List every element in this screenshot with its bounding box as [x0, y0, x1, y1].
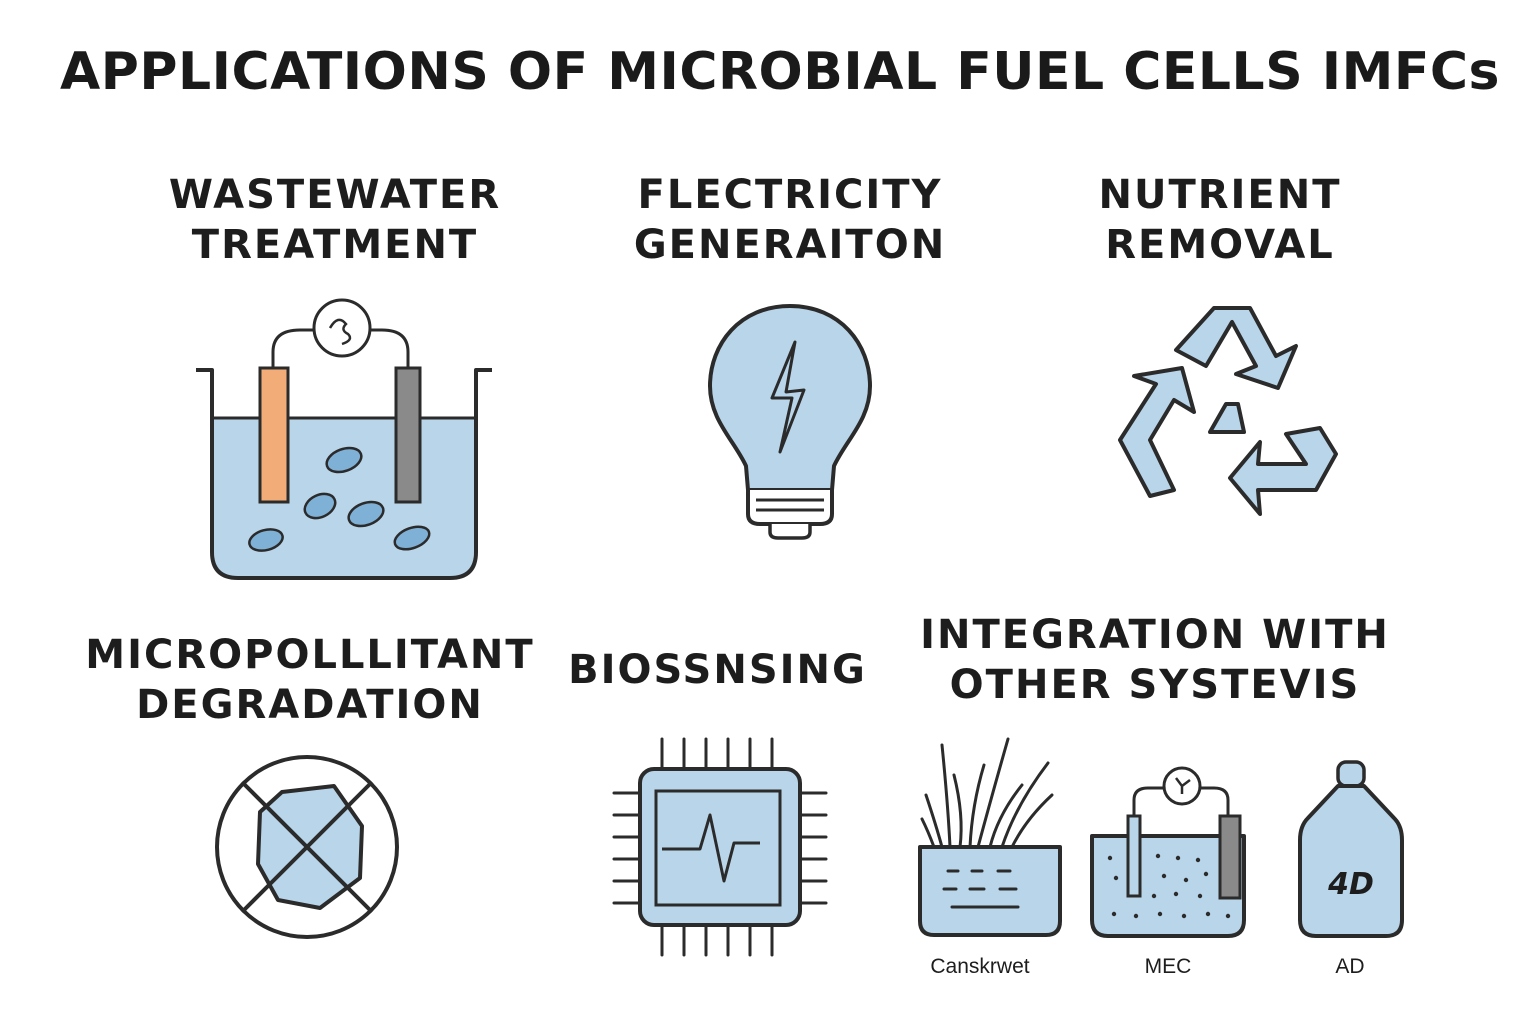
heading-line-2: OTHER SYSTEVIS: [949, 662, 1361, 708]
ad-digester-icon: 4D: [1298, 760, 1404, 940]
fuel-cell-tank-icon: [190, 290, 510, 590]
heading-line-2: GENERAITON: [633, 222, 947, 268]
heading-line-2: REMOVAL: [1105, 222, 1335, 268]
system-label-mec: MEC: [1144, 955, 1192, 978]
mec-tank-icon: [1088, 760, 1248, 940]
heading-nutrient-removal: NUTRIENT REMOVAL: [1050, 170, 1390, 270]
sensor-chip-icon: [610, 735, 830, 960]
system-label-canskrwet: Canskrwet: [930, 955, 1030, 978]
heading-line-1: WASTEWATER: [168, 172, 502, 218]
heading-line-1: INTEGRATION WITH: [920, 612, 1390, 658]
ad-digester-text: 4D: [1327, 867, 1374, 902]
heading-line-2: DEGRADATION: [136, 682, 484, 728]
heading-line-1: BIOSSNSING: [568, 647, 867, 693]
crossed-hexagon-icon: [212, 752, 402, 942]
recycle-icon: [1110, 300, 1340, 530]
heading-line-1: NUTRIENT: [1098, 172, 1342, 218]
heading-wastewater-treatment: WASTEWATER TREATMENT: [150, 170, 520, 270]
heading-biosensing: BIOSSNSING: [560, 645, 875, 695]
wetland-planter-icon: [912, 735, 1062, 940]
heading-line-2: TREATMENT: [191, 222, 479, 268]
system-label-ad: AD: [1335, 955, 1365, 978]
heading-integration: INTEGRATION WITH OTHER SYSTEVIS: [910, 610, 1400, 710]
lightbulb-icon: [700, 300, 880, 545]
heading-electricity-generation: FLECTRICITY GENERAITON: [605, 170, 975, 270]
heading-line-1: MICROPOLLLITANT: [85, 632, 535, 678]
heading-micropollutant-degradation: MICROPOLLLITANT DEGRADATION: [80, 630, 540, 730]
page-title: APPLICATIONS OF MICROBIAL FUEL CELLS IMF…: [60, 42, 1500, 102]
heading-line-1: FLECTRICITY: [637, 172, 943, 218]
